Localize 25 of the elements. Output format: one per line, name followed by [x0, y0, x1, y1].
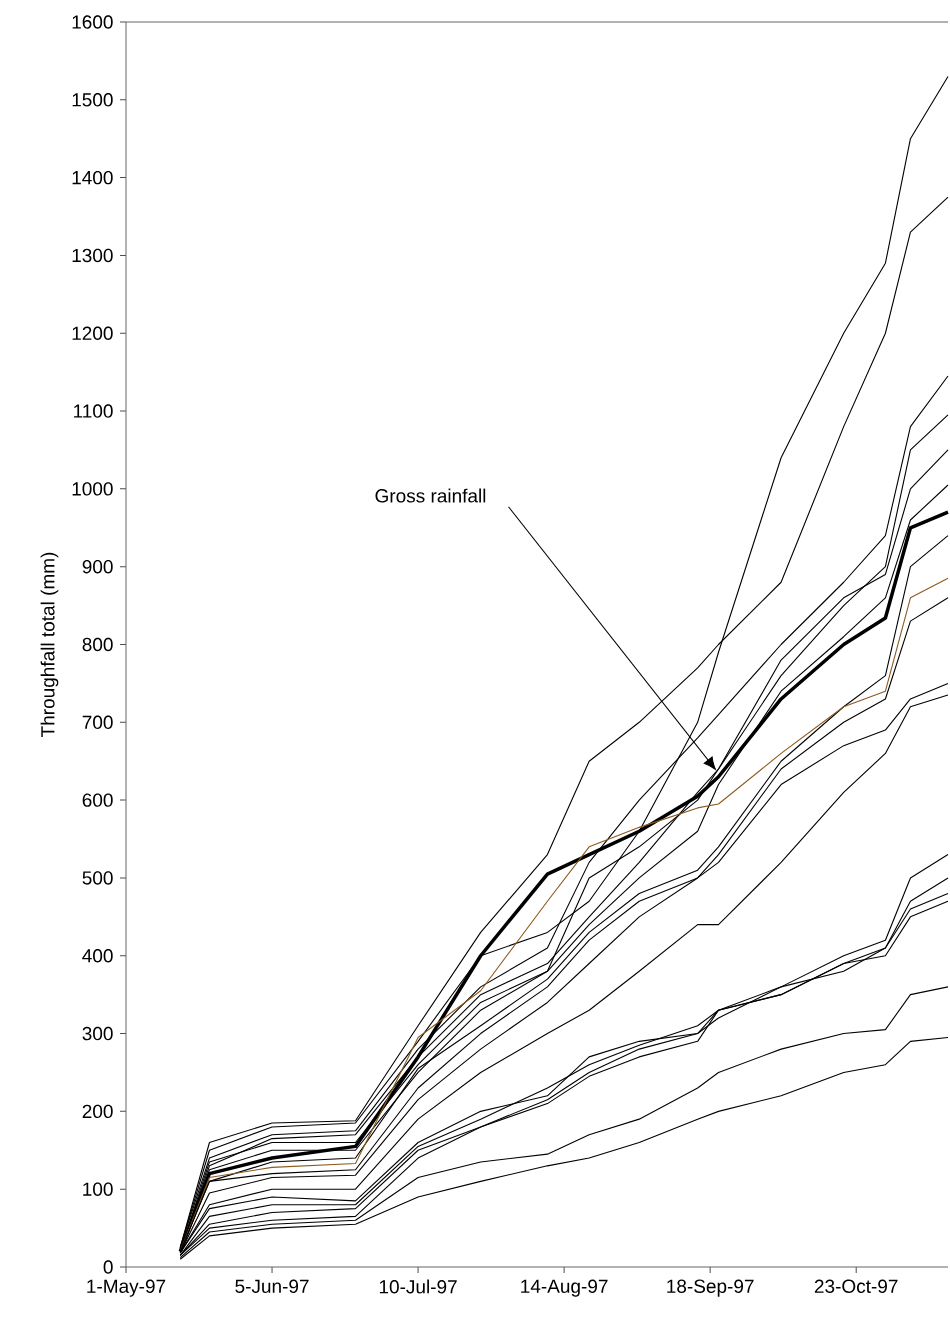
- y-tick-label: 600: [82, 793, 113, 807]
- y-tick-label: 1300: [72, 248, 113, 263]
- y-tick-label: 500: [82, 871, 113, 885]
- y-tick-label: 1000: [72, 482, 113, 496]
- y-tick-label: 0: [103, 1260, 113, 1274]
- y-tick-label: 800: [82, 637, 113, 652]
- x-tick-label: 10-Jul-97: [380, 1279, 457, 1294]
- y-tick-label: 400: [82, 949, 113, 963]
- y-tick-label: 1100: [74, 404, 113, 418]
- y-tick-label: 300: [82, 1026, 113, 1041]
- text: Gross rainfall: [375, 488, 486, 503]
- y-tick-label: 1600: [72, 15, 113, 29]
- y-axis-title: Throughfall total (mm): [40, 552, 59, 737]
- y-tick-label: 1500: [72, 93, 113, 107]
- y-tick-label: 900: [82, 559, 113, 574]
- x-tick-label: 23-Oct-97: [815, 1279, 898, 1293]
- x-tick-label: 14-Aug-97: [521, 1279, 608, 1297]
- x-tick-label: 5-Jun-97: [235, 1279, 309, 1293]
- y-tick-label: 100: [83, 1182, 113, 1196]
- y-tick-label: 1200: [72, 326, 113, 340]
- x-tick-label: 1-May-97: [87, 1279, 166, 1297]
- y-tick-label: 1400: [72, 170, 113, 185]
- y-tick-label: 700: [82, 715, 113, 730]
- x-tick-label: 18-Sep-97: [667, 1279, 754, 1297]
- y-tick-label: 200: [82, 1104, 113, 1119]
